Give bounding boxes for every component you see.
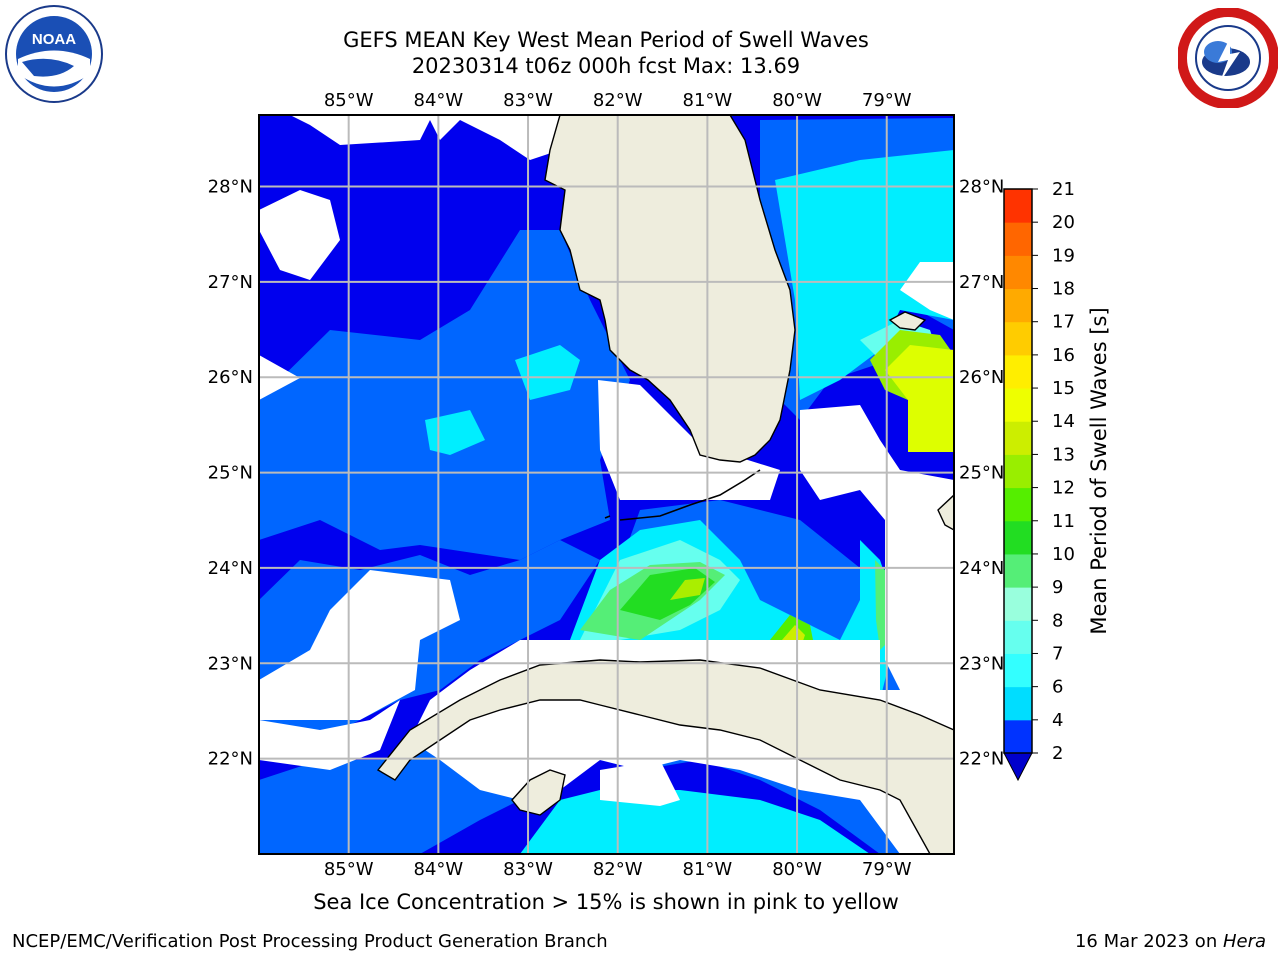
lon-label-top: 85°W: [324, 90, 374, 111]
credit-text: NCEP/EMC/Verification Post Processing Pr…: [12, 931, 608, 952]
lon-label-bottom: 85°W: [324, 859, 374, 880]
lon-label-bottom: 84°W: [414, 859, 464, 880]
lat-label-right: 26°N: [959, 367, 1004, 388]
colorbar-segment: [1004, 255, 1032, 290]
colorbar-under-arrow: [1003, 752, 1033, 782]
colorbar-segment: [1004, 222, 1032, 256]
lat-label-left: 27°N: [208, 272, 253, 293]
map-graticule: [259, 115, 954, 854]
lon-label-bottom: 80°W: [772, 859, 822, 880]
colorbar-segment: [1004, 620, 1032, 654]
lon-label-bottom: 82°W: [593, 859, 643, 880]
lat-label-right: 23°N: [959, 653, 1004, 674]
colorbar-segment: [1004, 421, 1032, 455]
colorbar-tick-label: 4: [1052, 710, 1063, 731]
colorbar-tick-label: 11: [1052, 511, 1075, 532]
colorbar-tick-label: 16: [1052, 345, 1075, 366]
lon-label-top: 84°W: [414, 90, 464, 111]
map-frame: [258, 114, 955, 855]
colorbar-segment: [1004, 587, 1032, 621]
florida-keys: [604, 469, 761, 521]
colorbar-tick-label: 15: [1052, 378, 1075, 399]
lat-label-right: 28°N: [959, 177, 1004, 198]
map-title: GEFS MEAN Key West Mean Period of Swell …: [343, 28, 869, 52]
colorbar-tick-label: 6: [1052, 677, 1063, 698]
lon-label-top: 82°W: [593, 90, 643, 111]
lon-label-bottom: 79°W: [862, 859, 912, 880]
lat-label-left: 23°N: [208, 653, 253, 674]
colorbar-tick-label: 8: [1052, 610, 1063, 631]
lat-label-right: 24°N: [959, 558, 1004, 579]
colorbar-segment: [1004, 520, 1032, 555]
colorbar-segment: [1004, 354, 1032, 389]
colorbar-segment: [1004, 388, 1032, 422]
map-subtitle: 20230314 t06z 000h fcst Max: 13.69: [411, 54, 801, 78]
colorbar-tick-label: 19: [1052, 245, 1075, 266]
lon-label-top: 83°W: [503, 90, 553, 111]
lon-label-top: 80°W: [772, 90, 822, 111]
colorbar-tick-label: 10: [1052, 544, 1075, 565]
colorbar-label: Mean Period of Swell Waves [s]: [1087, 307, 1111, 634]
colorbar-segment: [1004, 553, 1032, 588]
map-area: [259, 115, 954, 854]
nws-logo: [1178, 8, 1278, 108]
land: [376, 115, 954, 854]
colorbar-tick-label: 9: [1052, 577, 1063, 598]
grand-bahama: [888, 311, 927, 331]
date-text: 16 Mar 2023 on: [1074, 931, 1223, 952]
colorbar-tick-label: 21: [1052, 179, 1075, 200]
colorbar-segment: [1004, 454, 1032, 489]
lon-label-bottom: 83°W: [503, 859, 553, 880]
colorbar-segment: [1004, 719, 1032, 754]
bahamas-andros: [937, 494, 954, 531]
noaa-logo-text: NOAA: [32, 31, 76, 48]
generation-date: 16 Mar 2023 on Hera: [1075, 931, 1266, 952]
colorbar-tick-label: 18: [1052, 279, 1075, 300]
sea-ice-note: Sea Ice Concentration > 15% is shown in …: [313, 890, 899, 914]
colorbar-tick-label: 2: [1052, 743, 1063, 764]
lat-label-right: 27°N: [959, 272, 1004, 293]
colorbar-segment: [1004, 487, 1032, 522]
colorbar-tick-label: 14: [1052, 411, 1075, 432]
lon-label-top: 79°W: [862, 90, 912, 111]
colorbar-segment: [1004, 288, 1032, 323]
lon-label-top: 81°W: [683, 90, 733, 111]
lat-label-left: 28°N: [208, 177, 253, 198]
colorbar-tick-label: 17: [1052, 312, 1075, 333]
lat-label-left: 25°N: [208, 463, 253, 484]
lat-label-right: 25°N: [959, 463, 1004, 484]
colorbar-tick-label: 7: [1052, 643, 1063, 664]
colorbar-segment: [1004, 189, 1032, 223]
florida-peninsula: [544, 115, 796, 463]
cuba: [376, 659, 954, 854]
colorbar-segment: [1004, 321, 1032, 356]
colorbar: 2 4 6 7 8 9 10 11 12 13 14 15 16 17 18 19 20 21 Mean Peri…: [1003, 179, 1111, 782]
axis-labels: 85°W 85°W 84°W 84°W 83°W 83°W 82°W 82°W 81°W 81°W…: [208, 90, 1005, 880]
colorbar-segment: [1004, 686, 1032, 721]
isla-de-la-juventud: [511, 769, 566, 816]
colorbar-tick-label: 12: [1052, 478, 1075, 499]
colorbar-segment: [1004, 653, 1032, 688]
colorbar-tick-label: 20: [1052, 212, 1075, 233]
noaa-logo: NOAA: [5, 5, 103, 103]
lat-label-left: 22°N: [208, 749, 253, 770]
colorbar-tick-label: 13: [1052, 444, 1075, 465]
lat-label-left: 24°N: [208, 558, 253, 579]
colorbar-frame: [1003, 188, 1033, 754]
lon-label-bottom: 81°W: [683, 859, 733, 880]
lat-label-right: 22°N: [959, 749, 1004, 770]
lat-label-left: 26°N: [208, 367, 253, 388]
host-name: Hera: [1222, 931, 1266, 952]
